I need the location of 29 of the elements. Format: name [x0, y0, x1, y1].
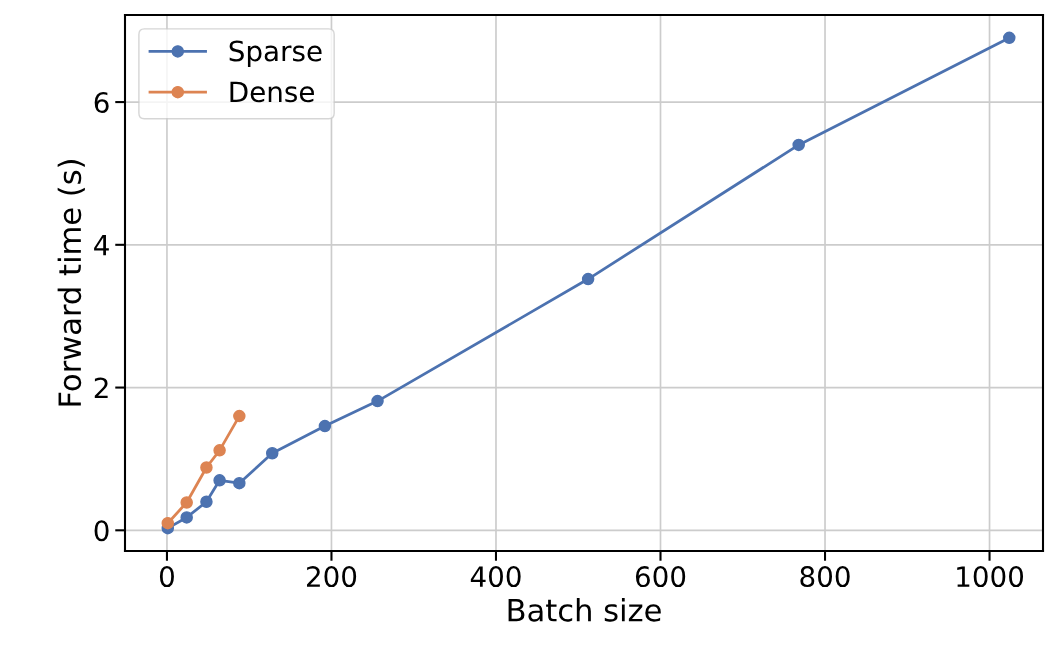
point	[200, 495, 213, 509]
point	[180, 511, 193, 524]
point	[371, 394, 384, 408]
point	[318, 419, 332, 433]
x-tick-label: 0	[159, 566, 174, 588]
point	[792, 138, 805, 152]
y-tick-label: 0	[94, 520, 109, 542]
point	[265, 446, 279, 460]
point	[180, 496, 193, 509]
point	[233, 476, 246, 490]
legend-label: Sparse	[229, 40, 322, 67]
x-tick-label: 400	[470, 566, 521, 588]
point	[1003, 31, 1016, 45]
y-tick-label: 6	[94, 92, 109, 114]
x-tick-label: 200	[306, 566, 357, 588]
point	[581, 272, 595, 286]
point	[200, 461, 213, 474]
legend-label: Dense	[230, 81, 314, 103]
y-axis-title: Forward time (s)	[57, 160, 85, 406]
point	[213, 444, 226, 457]
x-tick-label: 600	[635, 566, 686, 588]
y-tick-label: 2	[94, 377, 108, 399]
x-tick-label: 800	[800, 566, 850, 588]
x-tick-label: 1000	[957, 566, 1024, 588]
point	[233, 409, 246, 423]
x-axis-title: Batch size	[508, 598, 661, 622]
y-tick-label: 4	[94, 235, 109, 256]
point	[161, 516, 175, 530]
point	[213, 474, 226, 487]
